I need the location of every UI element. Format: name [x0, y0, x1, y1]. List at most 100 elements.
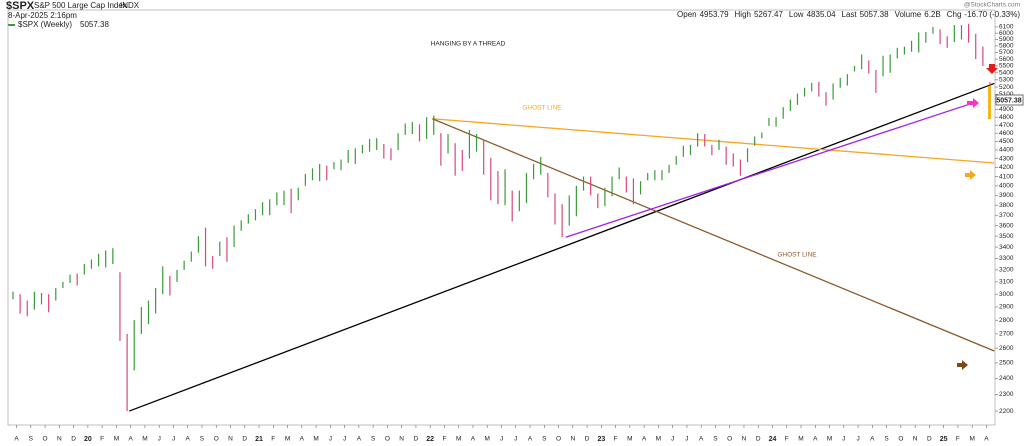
quote-value: 6.2B [924, 10, 940, 19]
x-tick-label: S [371, 436, 376, 443]
y-tick-label: 4700 [999, 122, 1014, 129]
x-tick-label: J [158, 436, 161, 443]
arrow-brown [957, 360, 968, 370]
x-tick-label: M [798, 436, 803, 443]
x-tick-label: J [329, 436, 332, 443]
y-tick-label: 2800 [999, 317, 1014, 324]
y-tick-label: 5600 [999, 56, 1014, 63]
x-tick-label: M [656, 436, 661, 443]
y-tick-label: 5200 [999, 84, 1014, 91]
y-tick-label: 2500 [999, 360, 1014, 367]
x-tick-label: A [186, 436, 191, 443]
y-tick-label: 4800 [999, 114, 1014, 121]
arrow-magenta [967, 98, 979, 108]
x-tick-label: M [456, 436, 461, 443]
y-tick-label: 4200 [999, 164, 1014, 171]
x-tick-label: O [214, 436, 219, 443]
x-tick-label: M [114, 436, 119, 443]
x-tick-label: M [969, 436, 974, 443]
datetime: 8-Apr-2025 2:16pm [8, 11, 77, 20]
y-tick-label: 4900 [999, 106, 1014, 113]
trend-line [129, 82, 995, 412]
legend-last: 5057.38 [80, 20, 109, 29]
x-tick-label: F [956, 436, 960, 443]
quote-label: Volume [895, 10, 922, 19]
x-tick-label: A [870, 436, 875, 443]
x-tick-label: 23 [597, 436, 605, 443]
x-tick-label: J [856, 436, 859, 443]
x-tick-label: D [71, 436, 76, 443]
y-tick-label: 3400 [999, 244, 1014, 251]
x-tick-label: F [271, 436, 275, 443]
index-name: S&P 500 Large Cap Index [34, 1, 127, 10]
x-tick-label: 20 [84, 436, 92, 443]
x-tick-label: F [785, 436, 789, 443]
x-tick-label: A [14, 436, 19, 443]
annotation: HANGING BY A THREAD [431, 41, 506, 48]
exchange: INDX [120, 1, 140, 10]
y-tick-label: 6000 [999, 30, 1014, 37]
x-tick-label: O [556, 436, 561, 443]
y-tick-label: 3300 [999, 255, 1014, 262]
quote-label: Open [677, 10, 697, 19]
y-tick-label: 2400 [999, 375, 1014, 382]
x-tick-label: 22 [426, 436, 434, 443]
quote-line: Open 4953.79 High 5267.47 Low 4835.04 Last 5057… [677, 10, 1020, 19]
x-tick-label: O [385, 436, 390, 443]
y-tick-label: 5400 [999, 70, 1014, 77]
x-tick-label: J [685, 436, 688, 443]
x-tick-label: A [813, 436, 818, 443]
quote-label: Chg [947, 10, 962, 19]
x-tick-label: S [542, 436, 547, 443]
y-tick-label: 4500 [999, 138, 1014, 145]
x-tick-label: A [984, 436, 989, 443]
y-tick-label: 2200 [999, 408, 1014, 415]
x-tick-label: N [399, 436, 404, 443]
x-tick-label: J [514, 436, 517, 443]
quote-label: Low [789, 10, 804, 19]
x-tick-label: J [500, 436, 503, 443]
y-tick-label: 6100 [999, 24, 1014, 31]
watermark: @StockCharts.com [964, 2, 1020, 9]
x-tick-label: J [671, 436, 674, 443]
x-tick-label: S [29, 436, 34, 443]
x-tick-label: D [756, 436, 761, 443]
x-tick-label: J [842, 436, 845, 443]
x-tick-label: A [642, 436, 647, 443]
quote-value: 4953.79 [700, 10, 729, 19]
trend-line [432, 118, 995, 164]
x-tick-label: D [242, 436, 247, 443]
x-tick-label: 25 [940, 436, 948, 443]
trend-line [432, 118, 995, 352]
x-tick-label: S [713, 436, 718, 443]
y-tick-label: 5300 [999, 77, 1014, 84]
x-tick-label: D [927, 436, 932, 443]
quote-label: Last [842, 10, 858, 19]
x-tick-label: M [627, 436, 632, 443]
y-tick-label: 2900 [999, 304, 1014, 311]
y-tick-label: 5500 [999, 63, 1014, 70]
x-tick-label: N [228, 436, 233, 443]
legend-label: $SPX (Weekly) [18, 20, 72, 29]
x-tick-label: 21 [255, 436, 263, 443]
quote-value: 5057.38 [860, 10, 889, 19]
quote-value: 4835.04 [807, 10, 836, 19]
x-tick-label: F [614, 436, 618, 443]
x-tick-label: M [142, 436, 147, 443]
y-tick-label: 3800 [999, 202, 1014, 209]
y-tick-label: 4400 [999, 147, 1014, 154]
x-tick-label: S [200, 436, 205, 443]
x-tick-label: O [43, 436, 48, 443]
y-tick-label: 2700 [999, 331, 1014, 338]
trend-line [565, 101, 975, 238]
x-tick-label: M [285, 436, 290, 443]
annotation: GHOST LINE [777, 252, 817, 259]
x-tick-label: A [357, 436, 362, 443]
y-tick-label: 3500 [999, 233, 1014, 240]
x-tick-label: F [100, 436, 104, 443]
quote-value: -16.70 (-0.33%) [964, 10, 1020, 19]
x-tick-label: A [699, 436, 704, 443]
